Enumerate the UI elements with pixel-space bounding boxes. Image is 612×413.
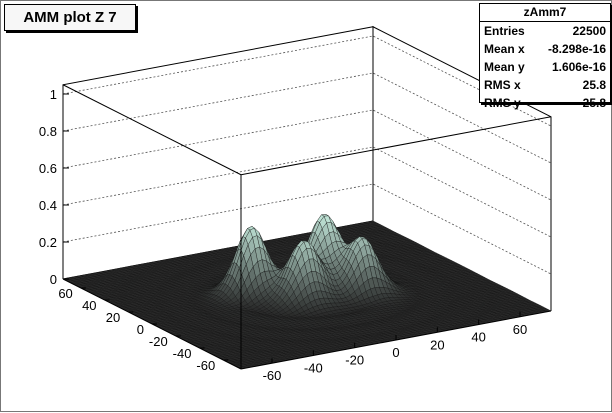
stats-label: Mean x: [484, 40, 525, 58]
z-tick-label: 1: [50, 87, 57, 102]
x-tick-label: -40: [304, 360, 323, 375]
stats-row-entries: Entries 22500: [480, 22, 610, 40]
stats-label: RMS x: [484, 76, 521, 94]
z-tick-label: 0.2: [39, 235, 57, 250]
stats-label: Mean y: [484, 58, 525, 76]
plot-title: AMM plot Z 7: [23, 9, 116, 26]
surface-mesh: [63, 214, 551, 368]
z-tick-label: 0.6: [39, 161, 57, 176]
y-tick-label: 0: [137, 322, 144, 337]
plot-title-box: AMM plot Z 7: [4, 4, 136, 31]
stats-label: RMS y: [484, 94, 521, 112]
stats-value: 22500: [573, 22, 606, 40]
y-tick-label: 20: [106, 310, 120, 325]
y-tick-label: 40: [82, 298, 96, 313]
z-gridline: [63, 147, 551, 237]
x-tick-label: 40: [471, 330, 485, 345]
stats-label: Entries: [484, 22, 525, 40]
z-gridline: [63, 36, 551, 126]
top-edge-left: [63, 85, 241, 175]
x-tick-label: 60: [513, 322, 527, 337]
stats-row-mean-y: Mean y 1.606e-16: [480, 58, 610, 76]
x-tick-label: 20: [430, 337, 444, 352]
x-tick-label: -20: [345, 353, 364, 368]
y-tick-label: -40: [173, 346, 192, 361]
stats-box: zAmm7 Entries 22500 Mean x -8.298e-16 Me…: [479, 3, 611, 103]
stats-row-rms-x: RMS x 25.8: [480, 76, 610, 94]
x-tick-label: -60: [263, 368, 282, 383]
z-tick-label: 0: [50, 272, 57, 287]
stats-row-mean-x: Mean x -8.298e-16: [480, 40, 610, 58]
stats-value: -8.298e-16: [548, 40, 606, 58]
stats-value: 25.8: [583, 94, 606, 112]
z-tick-label: 0.8: [39, 124, 57, 139]
z-gridline: [63, 73, 551, 163]
z-tick-label: 0.4: [39, 198, 57, 213]
z-gridline: [63, 110, 551, 200]
y-tick-label: -20: [149, 334, 168, 349]
x-tick-label: 0: [392, 345, 399, 360]
stats-name: zAmm7: [480, 4, 610, 22]
stats-value: 25.8: [583, 76, 606, 94]
stats-row-rms-y: RMS y 25.8: [480, 94, 610, 112]
top-edge-front: [241, 117, 551, 175]
y-tick-label: -60: [196, 358, 215, 373]
y-tick-label: 60: [58, 286, 72, 301]
stats-value: 1.606e-16: [552, 58, 606, 76]
